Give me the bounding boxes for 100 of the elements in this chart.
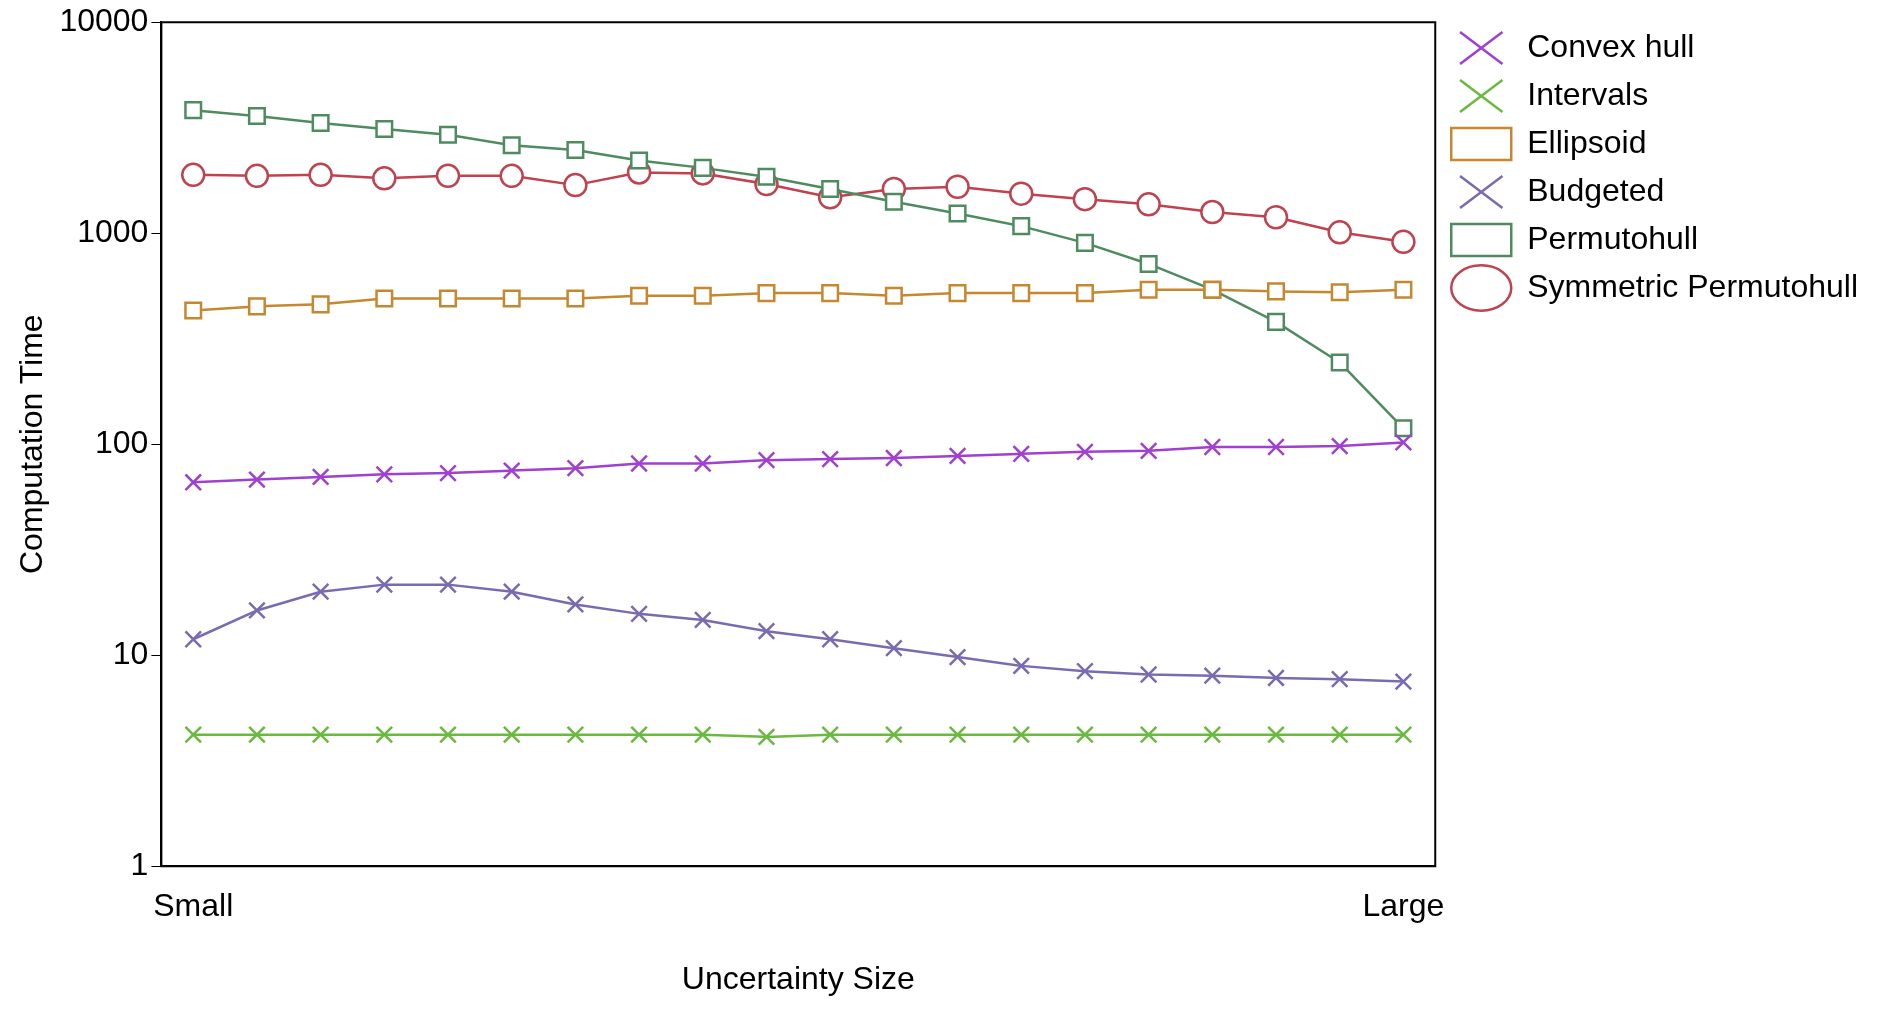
point [372,166,397,191]
point [948,648,967,667]
point [502,461,521,480]
point [566,595,585,614]
y-tick-label: 100 [94,424,149,461]
point [311,113,330,132]
point [1330,670,1349,689]
point [438,125,458,144]
point [1012,656,1031,675]
point [1330,437,1349,456]
point [630,454,649,473]
x-tick-label: Large [1362,887,1445,924]
point [438,575,458,594]
point [757,284,776,303]
point [1263,205,1289,230]
y-tick-label: 10000 [59,2,149,39]
point [948,284,967,303]
x-axis-title: Uncertainty Size [681,959,915,996]
point [630,725,649,744]
point [757,451,776,470]
point [438,289,458,308]
point [247,470,266,489]
point [311,295,330,314]
point [1394,433,1413,452]
point [1266,282,1286,301]
point [184,630,203,649]
point [630,151,649,170]
legend-label: Intervals [1527,75,1649,112]
point [1008,181,1034,206]
point [1139,254,1158,273]
point [247,107,266,126]
point [566,459,585,478]
point [1072,186,1098,212]
point [184,725,203,744]
point [1266,725,1286,744]
point [821,179,840,199]
point [499,163,524,189]
point [375,119,394,138]
point [1266,437,1286,457]
point [1266,312,1286,331]
point [184,301,203,320]
point [1330,725,1349,744]
point [1203,725,1222,744]
point [1012,444,1031,463]
point [693,610,712,629]
y-tick-label: 10 [112,635,149,672]
point [1391,229,1416,255]
point [1200,199,1225,225]
point [1203,666,1222,685]
point [884,286,903,305]
point [180,162,206,188]
point [884,725,903,744]
point [1012,725,1031,744]
legend-label: Ellipsoid [1527,123,1647,160]
point [1075,662,1094,681]
point [1136,192,1161,217]
point [630,286,649,305]
point [375,575,394,594]
point [435,163,461,189]
point [502,136,521,155]
point [1394,672,1413,691]
point [948,446,967,465]
point [1012,217,1031,236]
point [184,473,203,492]
y-axis-title: Computation Time [13,314,50,575]
point [375,465,394,484]
point [311,467,330,486]
point [1139,665,1158,684]
point [1203,437,1222,457]
point [1139,725,1158,744]
point [757,727,776,746]
point [1075,284,1094,303]
point [184,101,203,120]
point [308,162,333,188]
point [884,448,903,468]
legend-label: Convex hull [1527,27,1695,64]
point [693,454,712,473]
point [563,172,588,198]
point [1012,284,1031,303]
point [502,582,521,601]
point [821,630,840,649]
point [1139,441,1158,460]
point [438,464,458,483]
y-tick-label: 1000 [77,213,149,250]
point [247,725,266,744]
point [1139,280,1158,299]
legend-label: Budgeted [1527,171,1665,208]
point [945,174,970,200]
point [1330,353,1349,372]
point [884,639,903,658]
point [693,725,712,744]
point [438,725,458,744]
point [1330,283,1349,302]
point [566,140,585,159]
point [247,297,266,316]
point [693,286,712,305]
point [884,192,903,211]
point [630,604,649,623]
point [1075,725,1094,744]
point [375,289,394,308]
